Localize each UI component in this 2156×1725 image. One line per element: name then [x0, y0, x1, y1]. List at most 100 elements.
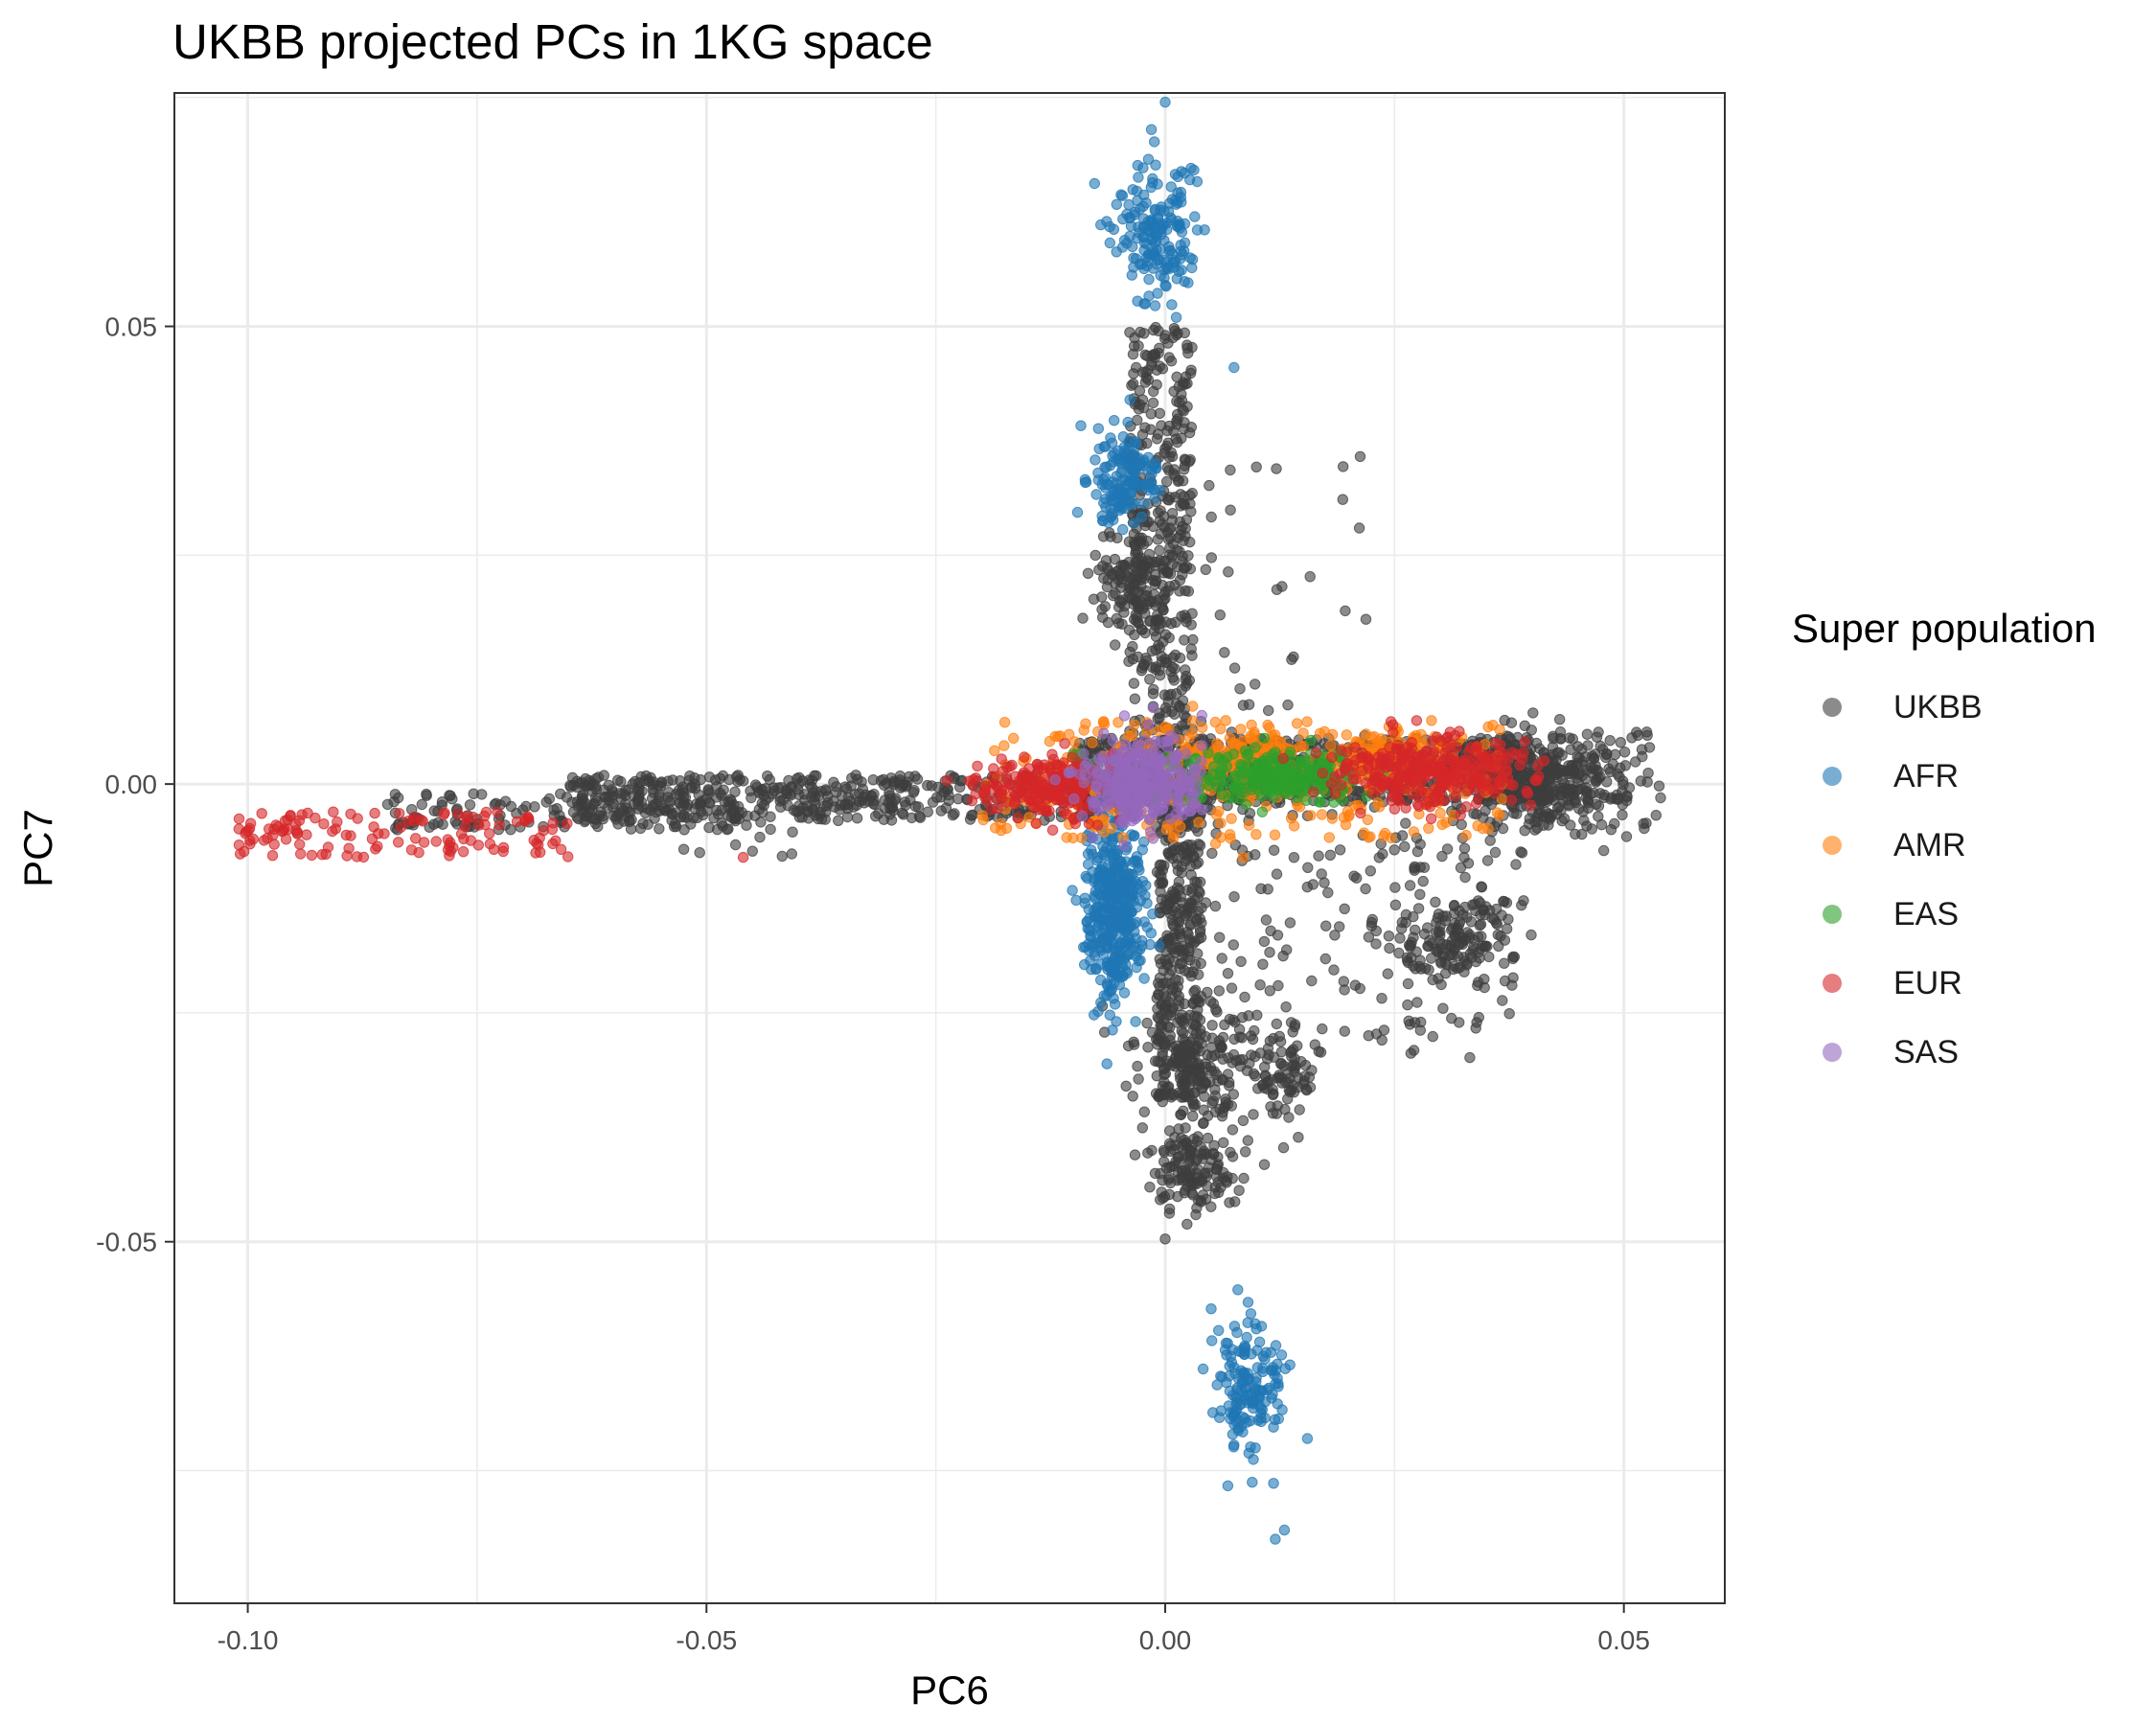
point-ukbb: [592, 771, 605, 783]
point-ukbb: [1339, 1025, 1351, 1037]
point-ukbb: [1163, 1138, 1176, 1150]
point-afr: [1138, 973, 1150, 984]
point-ukbb: [851, 813, 863, 824]
point-afr: [1080, 870, 1091, 883]
point-ukbb: [1155, 505, 1166, 517]
point-ukbb: [393, 792, 404, 804]
point-ukbb: [476, 789, 488, 800]
point-ukbb: [654, 823, 665, 835]
chart-title: UKBB projected PCs in 1KG space: [172, 14, 933, 69]
point-afr: [1119, 935, 1132, 948]
point-ukbb: [1399, 840, 1411, 853]
point-ukbb: [1139, 590, 1151, 602]
point-ukbb: [1324, 849, 1337, 861]
point-afr: [1093, 874, 1106, 886]
point-ukbb: [633, 792, 645, 803]
point-afr: [1104, 237, 1116, 249]
point-ukbb: [1408, 910, 1419, 923]
point-amr: [1225, 833, 1236, 844]
point-ukbb: [1565, 819, 1576, 831]
point-ukbb: [1284, 917, 1296, 929]
point-ukbb: [1258, 935, 1271, 948]
point-afr: [1138, 497, 1150, 510]
point-afr: [1272, 1358, 1283, 1370]
point-amr: [1213, 805, 1225, 817]
point-afr: [1173, 265, 1185, 277]
point-ukbb: [1088, 593, 1100, 605]
point-ukbb: [1433, 908, 1445, 920]
point-afr: [1275, 1349, 1288, 1361]
point-ukbb: [1193, 996, 1204, 1007]
point-afr: [1127, 497, 1138, 510]
point-afr: [1222, 1480, 1234, 1492]
point-afr: [1236, 1346, 1248, 1358]
point-afr: [1101, 888, 1112, 900]
point-ukbb: [1430, 896, 1441, 908]
point-ukbb: [1449, 960, 1460, 972]
point-ukbb: [436, 796, 448, 808]
point-ukbb: [1198, 1117, 1209, 1129]
point-afr: [1107, 897, 1118, 909]
point-ukbb: [1376, 993, 1388, 1004]
point-ukbb: [1593, 811, 1604, 822]
point-ukbb: [775, 801, 787, 813]
point-ukbb: [1294, 1104, 1305, 1116]
point-ukbb: [1213, 985, 1226, 997]
point-ukbb: [1227, 1124, 1239, 1136]
point-ukbb: [1458, 852, 1470, 863]
point-ukbb: [1151, 379, 1162, 391]
point-amr: [1368, 731, 1380, 743]
point-ukbb: [1178, 405, 1190, 417]
point-amr: [1209, 838, 1222, 849]
point-amr: [1153, 724, 1164, 737]
point-ukbb: [1173, 1123, 1184, 1135]
point-afr: [1231, 1382, 1243, 1394]
point-ukbb: [913, 811, 926, 822]
point-afr: [1086, 963, 1097, 976]
point-ukbb: [1338, 461, 1349, 472]
point-ukbb: [1146, 1144, 1158, 1157]
point-ukbb: [1423, 940, 1434, 953]
point-ukbb: [1514, 770, 1526, 781]
point-afr: [1265, 1346, 1277, 1358]
point-amr: [1270, 729, 1281, 741]
point-ukbb: [1503, 1008, 1515, 1020]
point-afr: [1114, 967, 1126, 978]
point-afr: [1227, 1441, 1240, 1453]
point-ukbb: [658, 803, 670, 815]
point-ukbb: [692, 812, 703, 823]
point-ukbb: [1586, 750, 1598, 762]
point-ukbb: [1410, 924, 1421, 936]
point-ukbb: [1402, 954, 1413, 967]
point-ukbb: [1112, 617, 1125, 629]
point-afr: [1079, 897, 1091, 909]
point-afr: [1268, 1478, 1279, 1489]
point-ukbb: [1411, 845, 1424, 858]
point-ukbb: [1146, 1026, 1158, 1039]
point-afr: [1231, 1326, 1243, 1339]
point-afr: [1255, 1321, 1268, 1332]
point-ukbb: [1234, 683, 1246, 695]
point-ukbb: [1580, 765, 1593, 776]
point-ukbb: [612, 818, 624, 830]
point-afr: [1104, 1009, 1116, 1021]
point-afr: [1148, 247, 1160, 259]
point-ukbb: [1227, 1057, 1238, 1069]
point-ukbb: [799, 794, 811, 806]
point-ukbb: [1328, 964, 1340, 976]
point-afr: [1137, 162, 1149, 173]
point-ukbb: [1227, 1151, 1239, 1162]
point-afr: [1241, 1331, 1252, 1344]
point-ukbb: [1440, 968, 1452, 979]
point-amr: [1341, 729, 1353, 741]
point-ukbb: [1553, 747, 1565, 758]
point-ukbb: [1168, 844, 1181, 856]
point-ukbb: [1499, 957, 1510, 969]
point-afr: [1089, 454, 1101, 466]
point-ukbb: [726, 806, 739, 817]
point-ukbb: [432, 816, 444, 829]
point-afr: [1197, 1363, 1209, 1375]
point-ukbb: [642, 818, 654, 830]
point-ukbb: [1136, 564, 1148, 576]
point-afr: [1095, 997, 1107, 1008]
